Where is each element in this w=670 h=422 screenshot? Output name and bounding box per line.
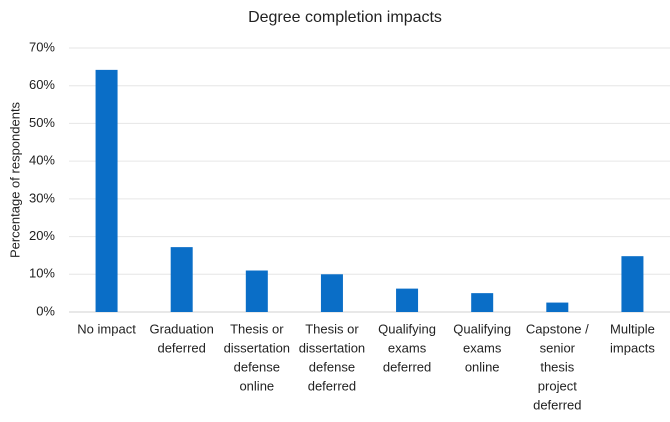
x-tick-label: deferred	[533, 397, 581, 412]
bar	[396, 288, 419, 312]
x-tick-label: impacts	[610, 340, 655, 355]
bar	[320, 274, 343, 312]
bar	[471, 293, 494, 312]
bar	[170, 247, 193, 312]
y-tick-label: 30%	[29, 190, 55, 205]
x-tick-label: Thesis or	[230, 321, 284, 336]
x-tick-label: Capstone /	[526, 321, 589, 336]
x-tick-label: deferred	[308, 378, 356, 393]
y-tick-label: 40%	[29, 153, 55, 168]
chart-title: Degree completion impacts	[248, 9, 442, 26]
x-tick-label: deferred	[157, 340, 205, 355]
bar	[95, 69, 118, 312]
x-tick-label: Qualifying	[453, 321, 511, 336]
x-tick-label: exams	[463, 340, 502, 355]
x-tick-label: exams	[388, 340, 427, 355]
x-tick-label: defense	[234, 359, 280, 374]
x-tick-label: dissertation	[224, 340, 290, 355]
x-tick-label: thesis	[540, 359, 574, 374]
x-tick-label: senior	[540, 340, 576, 355]
y-tick-label: 50%	[29, 115, 55, 130]
bar	[546, 302, 569, 312]
bar	[621, 256, 644, 312]
y-tick-label: 20%	[29, 228, 55, 243]
x-tick-label: Multiple	[610, 321, 655, 336]
y-tick-label: 10%	[29, 266, 55, 281]
x-tick-label: No impact	[77, 321, 136, 336]
y-tick-label: 70%	[29, 39, 55, 54]
y-tick-label: 60%	[29, 77, 55, 92]
x-tick-label: deferred	[383, 359, 431, 374]
x-tick-label: Thesis or	[305, 321, 359, 336]
y-tick-label: 0%	[36, 303, 55, 318]
x-tick-label: online	[465, 359, 500, 374]
x-tick-label: defense	[309, 359, 355, 374]
y-axis-label: Percentage of respondents	[7, 101, 22, 258]
x-tick-label: online	[239, 378, 274, 393]
x-tick-label: project	[538, 378, 577, 393]
x-tick-label: Graduation	[150, 321, 214, 336]
x-tick-label: Qualifying	[378, 321, 436, 336]
bar	[245, 270, 268, 312]
x-tick-label: dissertation	[299, 340, 365, 355]
